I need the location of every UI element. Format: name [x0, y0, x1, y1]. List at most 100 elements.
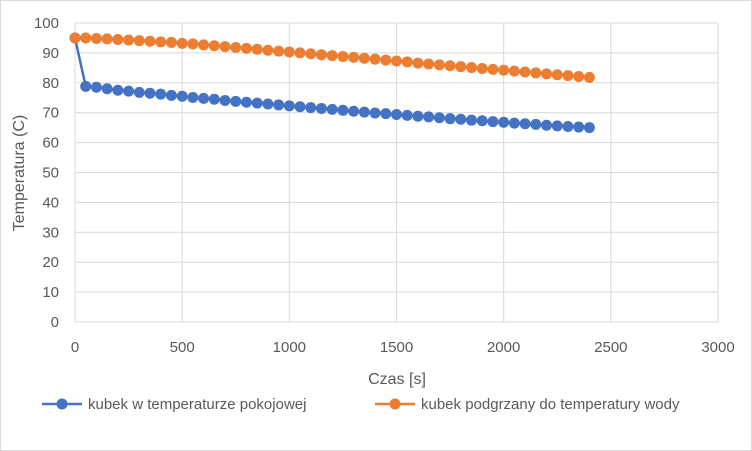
data-point: [176, 90, 188, 102]
y-tick-label: 10: [42, 284, 59, 301]
data-point: [230, 95, 242, 107]
data-point: [101, 83, 113, 95]
data-point: [101, 33, 113, 45]
y-tick-label: 50: [42, 165, 59, 182]
data-point: [562, 120, 574, 132]
x-tick-label: 3000: [701, 339, 734, 356]
data-point: [530, 67, 542, 79]
data-point: [423, 58, 435, 70]
data-point: [455, 61, 467, 73]
data-point: [123, 34, 135, 46]
y-axis-title: Temperatura (C): [11, 115, 28, 231]
data-point: [315, 103, 327, 115]
data-point: [305, 102, 317, 114]
data-point: [219, 41, 231, 53]
legend-marker: [56, 398, 68, 410]
data-point: [294, 101, 306, 113]
data-point: [133, 35, 145, 47]
data-point: [498, 64, 510, 76]
data-point: [541, 119, 553, 131]
data-point: [155, 36, 167, 48]
data-point: [337, 50, 349, 62]
data-point: [412, 110, 424, 122]
data-point: [337, 104, 349, 116]
data-point: [433, 59, 445, 71]
data-point: [90, 33, 102, 45]
y-tick-label: 40: [42, 194, 59, 211]
x-tick-label: 0: [71, 339, 79, 356]
data-point: [240, 96, 252, 108]
data-point: [251, 97, 263, 109]
y-tick-label: 0: [51, 314, 59, 331]
data-point: [380, 54, 392, 66]
data-point: [358, 106, 370, 118]
data-point: [476, 115, 488, 127]
x-axis-title: Czas [s]: [368, 371, 426, 388]
data-point: [551, 69, 563, 81]
data-point: [573, 71, 585, 83]
data-point: [165, 89, 177, 101]
data-point: [187, 38, 199, 50]
data-point: [155, 88, 167, 100]
y-tick-label: 90: [42, 45, 59, 62]
data-point: [326, 50, 338, 62]
x-tick-label: 2500: [594, 339, 627, 356]
data-point: [358, 52, 370, 64]
x-tick-label: 1000: [273, 339, 306, 356]
data-point: [348, 105, 360, 117]
data-point: [133, 86, 145, 98]
plot-series: [69, 32, 595, 134]
data-point: [508, 117, 520, 129]
data-point: [466, 62, 478, 74]
data-point: [144, 87, 156, 99]
data-point: [401, 109, 413, 121]
data-point: [423, 111, 435, 123]
data-point: [90, 81, 102, 93]
data-point: [583, 71, 595, 83]
data-point: [165, 36, 177, 48]
data-point: [283, 100, 295, 112]
data-point: [573, 121, 585, 133]
data-point: [401, 56, 413, 68]
y-tick-label: 70: [42, 105, 59, 122]
data-point: [487, 116, 499, 128]
series-1: [69, 32, 595, 134]
data-point: [562, 70, 574, 82]
data-point: [315, 49, 327, 61]
data-point: [391, 108, 402, 120]
y-tick-label: 80: [42, 75, 59, 92]
data-point: [530, 118, 542, 130]
data-point: [294, 47, 306, 59]
data-point: [230, 42, 242, 54]
y-tick-label: 20: [42, 254, 59, 271]
data-point: [262, 44, 274, 56]
data-point: [412, 57, 424, 69]
legend: kubek w temperaturze pokojowej kubek podg…: [42, 396, 680, 413]
data-point: [273, 45, 285, 57]
data-point: [198, 92, 210, 104]
data-point: [305, 48, 317, 60]
data-point: [466, 114, 478, 126]
data-point: [541, 68, 553, 80]
data-point: [369, 107, 381, 119]
data-point: [444, 113, 456, 125]
data-point: [80, 32, 92, 44]
x-tick-label: 1500: [380, 339, 413, 356]
legend-label: kubek w temperaturze pokojowej: [88, 396, 306, 413]
legend-item-1: kubek w temperaturze pokojowej: [42, 396, 306, 413]
data-point: [208, 93, 220, 105]
data-point: [476, 62, 488, 74]
data-point: [380, 108, 392, 120]
data-point: [583, 122, 595, 134]
data-point: [144, 35, 156, 47]
y-tick-label: 100: [34, 15, 59, 32]
data-point: [348, 51, 360, 63]
data-point: [498, 116, 510, 128]
data-point: [519, 118, 531, 130]
data-point: [176, 37, 188, 49]
x-tick-label: 500: [170, 339, 195, 356]
x-tick-label: 2000: [487, 339, 520, 356]
data-point: [69, 32, 81, 44]
